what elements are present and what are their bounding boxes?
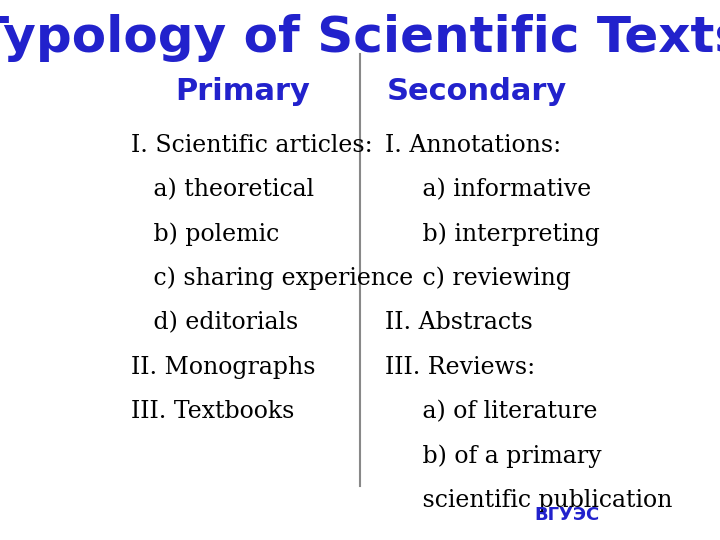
Text: I. Annotations:: I. Annotations: [385,134,562,157]
Text: c) reviewing: c) reviewing [385,267,571,291]
Text: a) of literature: a) of literature [385,400,598,423]
Text: I. Scientific articles:: I. Scientific articles: [131,134,373,157]
Text: ВГУЭС: ВГУЭС [534,506,599,524]
Text: Primary: Primary [176,77,310,106]
Text: b) interpreting: b) interpreting [385,222,600,246]
Text: Secondary: Secondary [387,77,567,106]
Text: II. Abstracts: II. Abstracts [385,312,534,334]
Text: d) editorials: d) editorials [131,312,298,334]
Text: b) of a primary: b) of a primary [385,444,602,468]
Text: III. Textbooks: III. Textbooks [131,400,294,423]
Text: b) polemic: b) polemic [131,222,279,246]
Text: a) theoretical: a) theoretical [131,179,314,201]
Text: scientific publication: scientific publication [385,489,672,511]
Text: a) informative: a) informative [385,179,592,201]
Text: II. Monographs: II. Monographs [131,356,315,379]
Text: III. Reviews:: III. Reviews: [385,356,536,379]
Text: c) sharing experience: c) sharing experience [131,267,413,291]
Text: Typology of Scientific Texts: Typology of Scientific Texts [0,14,720,62]
